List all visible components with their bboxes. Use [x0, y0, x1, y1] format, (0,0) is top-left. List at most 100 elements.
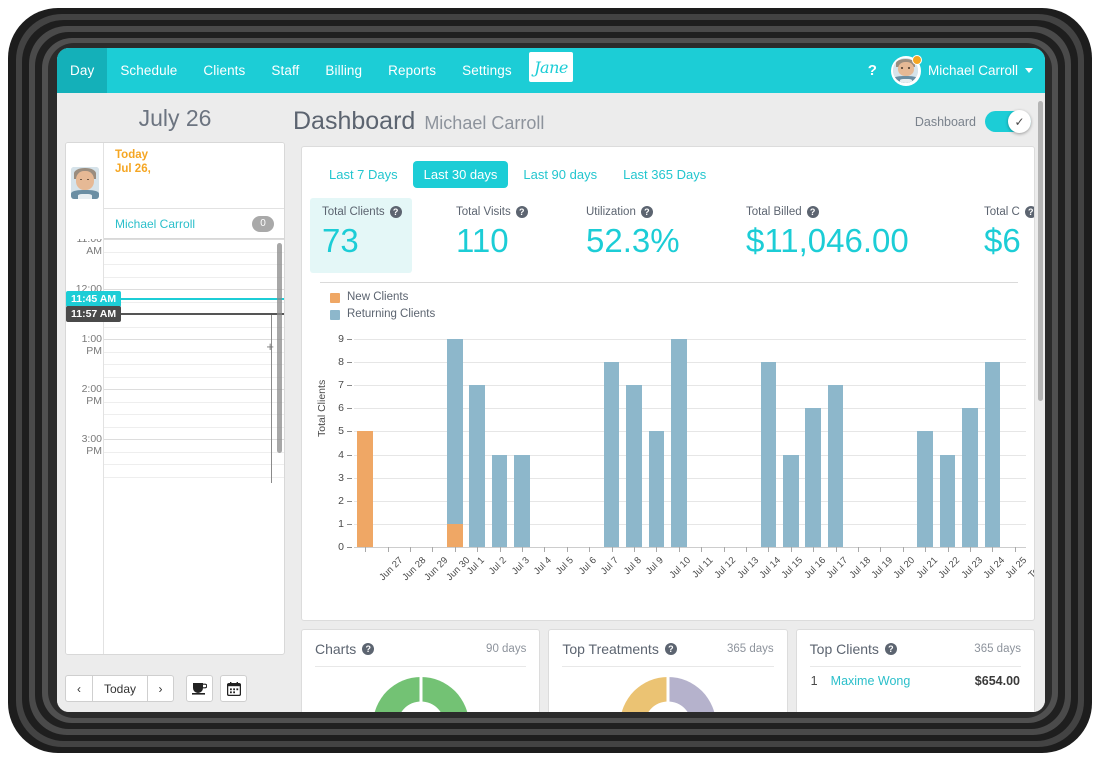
- schedule-staff-name[interactable]: Michael Carroll: [115, 216, 196, 231]
- chart-bar[interactable]: [514, 454, 530, 547]
- schedule-hour-block[interactable]: 11:00 AM: [66, 239, 284, 289]
- prev-day-button[interactable]: ‹: [65, 675, 92, 702]
- card-divider: [562, 666, 774, 667]
- help-question-icon[interactable]: ?: [515, 206, 528, 218]
- chart-bar[interactable]: [491, 454, 508, 547]
- help-question-icon[interactable]: ?: [362, 643, 375, 655]
- help-question-icon[interactable]: ?: [1024, 206, 1034, 218]
- range-tab-last-365-days[interactable]: Last 365 Days: [623, 167, 707, 182]
- help-question-icon[interactable]: ?: [664, 643, 677, 655]
- schedule-hour-block[interactable]: 2:00 PM: [66, 383, 284, 439]
- chart-bar[interactable]: [469, 385, 486, 547]
- chart-bar[interactable]: [446, 339, 463, 547]
- chart-bar[interactable]: [827, 385, 844, 547]
- help-icon[interactable]: ?: [867, 62, 877, 79]
- schedule-toolbar: ‹ Today ›: [65, 675, 248, 702]
- chart-x-tick-label: Jul 25: [1003, 555, 1030, 581]
- chart-x-tick-mark: [410, 547, 411, 552]
- list-item[interactable]: 1 Maxime Wong $654.00: [797, 667, 1034, 688]
- chart-bar[interactable]: [603, 362, 620, 547]
- client-rank: 1: [810, 674, 818, 688]
- current-time-line: [104, 298, 284, 300]
- legend-label: New Clients: [347, 291, 409, 303]
- legend-item[interactable]: New Clients: [330, 289, 435, 306]
- card-title: Top Clients: [809, 641, 879, 657]
- kpi-label: Total Clients?: [322, 206, 402, 218]
- chart-bar[interactable]: [670, 339, 687, 547]
- schedule-day-header: Today Jul 26,: [104, 143, 284, 209]
- chart-x-tick-mark: [365, 547, 367, 552]
- calendar-icon[interactable]: [220, 675, 248, 702]
- schedule-scrollbar[interactable]: [277, 243, 282, 453]
- chart-bar[interactable]: [984, 362, 1001, 547]
- card-title-group: Top Treatments?: [562, 641, 677, 657]
- chart-x-tick-mark: [611, 547, 613, 552]
- user-menu[interactable]: Michael Carroll: [890, 54, 1037, 86]
- chart-bar[interactable]: [939, 454, 956, 547]
- schedule-hour-block[interactable]: 3:00 PM: [66, 433, 284, 489]
- client-name-link[interactable]: Maxime Wong: [830, 674, 911, 688]
- page-title: Dashboard: [293, 107, 416, 135]
- chart-x-tick-mark: [432, 547, 434, 552]
- schedule-staff-count-badge: 0: [252, 215, 274, 232]
- chart-bar[interactable]: [805, 408, 822, 547]
- help-question-icon[interactable]: ?: [389, 206, 402, 218]
- schedule-slot-line: [104, 401, 284, 403]
- nav-item-staff[interactable]: Staff: [271, 63, 300, 78]
- schedule-hour-block[interactable]: 1:00 PM: [66, 333, 284, 389]
- chart-x-tick-mark: [880, 547, 882, 552]
- donut-chart[interactable]: [372, 677, 469, 712]
- nav-item-day[interactable]: Day: [57, 48, 108, 93]
- chart-y-tick-mark: [347, 339, 352, 340]
- nav-item-reports[interactable]: Reports: [388, 63, 437, 78]
- donut-chart[interactable]: [619, 677, 716, 712]
- kpi-label: Total Visits?: [456, 206, 528, 218]
- avatar: [890, 54, 922, 86]
- staff-avatar: [71, 167, 99, 199]
- today-button[interactable]: Today: [92, 675, 148, 702]
- nav-item-clients[interactable]: Clients: [203, 63, 246, 78]
- range-tab-last-7-days[interactable]: Last 7 Days: [329, 167, 398, 182]
- page-scrollbar[interactable]: [1038, 101, 1043, 401]
- help-question-icon[interactable]: ?: [640, 206, 653, 218]
- nav-item-schedule[interactable]: Schedule: [120, 63, 178, 78]
- kpi-label: Total Billed?: [746, 206, 909, 218]
- chart-bar[interactable]: [357, 431, 374, 547]
- nav-item-settings[interactable]: Settings: [462, 63, 512, 78]
- card-range-label: 90 days: [486, 643, 527, 655]
- chart-x-tick-label: Jul 22: [936, 555, 963, 581]
- schedule-slot-line: [104, 326, 284, 328]
- chart-x-tick-mark: [768, 547, 770, 552]
- add-appointment-icon[interactable]: +: [266, 339, 274, 354]
- legend-item[interactable]: Returning Clients: [330, 306, 435, 323]
- nav-item-billing[interactable]: Billing: [325, 63, 363, 78]
- chart-bar[interactable]: [782, 454, 799, 547]
- range-tab-last-90-days[interactable]: Last 90 days: [523, 167, 598, 182]
- kpi-label: Total C?: [984, 206, 1034, 218]
- chart-bar[interactable]: [760, 362, 777, 547]
- range-tab-last-30-days[interactable]: Last 30 days: [412, 161, 509, 188]
- chart-x-tick-mark: [858, 547, 859, 552]
- chart-x-tick-mark: [454, 547, 456, 552]
- chart-bar[interactable]: [962, 408, 978, 547]
- dashboard-toggle[interactable]: ✓: [985, 110, 1031, 133]
- dashboard-header: Dashboard Michael Carroll Dashboard ✓: [293, 93, 1045, 146]
- chart-y-tick-label: 9: [338, 333, 344, 345]
- nav-right-group: ? Michael Carro: [864, 48, 1037, 93]
- chart-x-tick-label: Jul 5: [554, 555, 577, 577]
- chart-bar[interactable]: [626, 385, 642, 547]
- chart-bar[interactable]: [917, 431, 934, 547]
- help-question-icon[interactable]: ?: [884, 643, 897, 655]
- chart-x-tick-label: Jul 9: [643, 555, 666, 577]
- chart-bar[interactable]: [648, 431, 665, 547]
- break-coffee-icon[interactable]: [186, 675, 214, 702]
- chart-x-tick-mark: [746, 547, 747, 552]
- kpi-total-visits: Total Visits? 110: [444, 198, 538, 273]
- chart-x-tick-label: Jul 2: [487, 555, 510, 577]
- help-question-icon[interactable]: ?: [806, 206, 819, 218]
- schedule-staff-row[interactable]: Michael Carroll 0: [104, 209, 284, 239]
- next-day-button[interactable]: ›: [147, 675, 175, 702]
- chart-y-tick-mark: [347, 477, 352, 479]
- jane-logo[interactable]: Jane: [529, 52, 573, 82]
